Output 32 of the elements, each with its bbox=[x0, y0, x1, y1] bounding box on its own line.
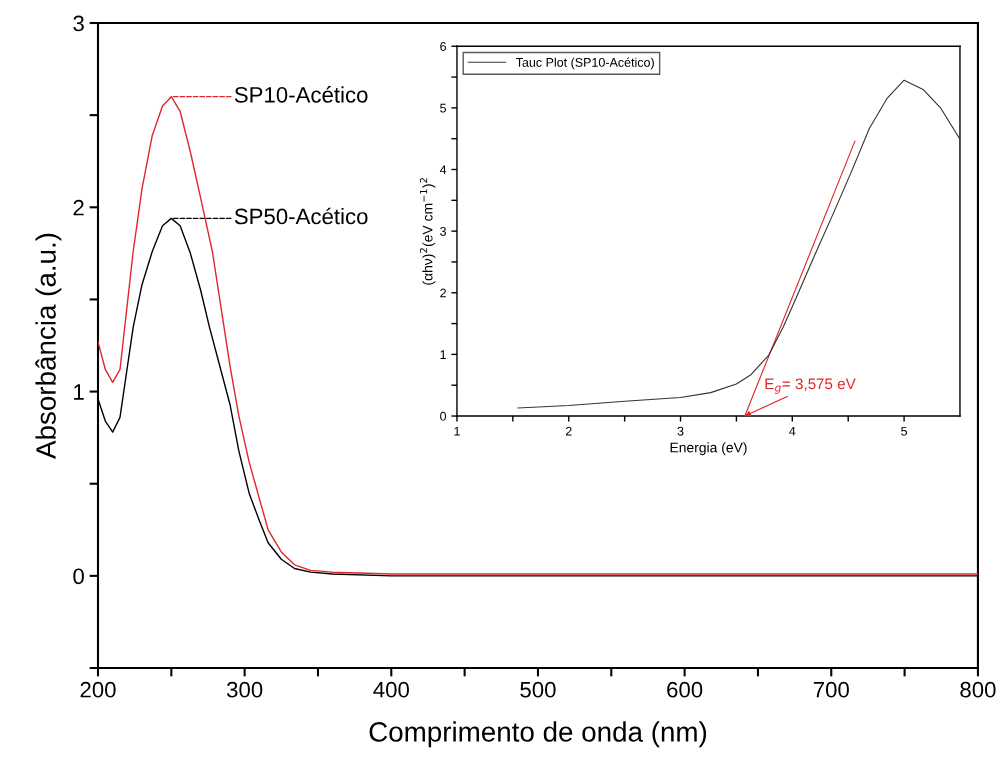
y-tick-label: 1 bbox=[74, 384, 84, 400]
x-tick-label: 200 bbox=[80, 681, 116, 698]
x-axis-title: Energia (eV) bbox=[670, 442, 747, 456]
x-tick-label: 3 bbox=[677, 426, 684, 436]
line-series bbox=[517, 79, 960, 409]
y-tick-label: 1 bbox=[440, 350, 446, 359]
x-axis-title: Comprimento de onda (nm) bbox=[369, 721, 707, 748]
y-tick-label: 0 bbox=[440, 411, 447, 421]
y-tick-label: 5 bbox=[440, 103, 447, 113]
y-tick-label: 2 bbox=[440, 288, 446, 298]
x-tick-label: 1 bbox=[454, 426, 460, 436]
annotation: E$_{g}$= 3,575 eV bbox=[765, 378, 856, 394]
y-tick-label: 3 bbox=[440, 226, 446, 236]
legend-label: SP50-Acético bbox=[234, 207, 368, 225]
y-tick-label: 4 bbox=[439, 165, 447, 175]
x-tick-label: 4 bbox=[789, 426, 796, 436]
x-tick-label: 5 bbox=[901, 426, 908, 436]
x-tick-label: 2 bbox=[565, 426, 572, 436]
legend-label: SP10-Acético bbox=[234, 86, 368, 103]
y-tick-label: 2 bbox=[73, 199, 84, 216]
x-tick-label: 700 bbox=[813, 681, 849, 698]
y-tick-label: 0 bbox=[73, 568, 84, 585]
x-tick-label: 400 bbox=[373, 681, 409, 698]
x-tick-label: 500 bbox=[520, 681, 556, 698]
y-tick-label: 6 bbox=[440, 42, 446, 51]
y-axis-title: (αhν)$^{2}$(eV cm$^{−1}$)$^{2}$ bbox=[419, 178, 436, 285]
x-tick-label: 300 bbox=[226, 681, 263, 698]
x-tick-label: 800 bbox=[960, 681, 996, 698]
legend-label: Tauc Plot (SP10-Acético) bbox=[516, 57, 654, 70]
y-axis-title: Absorbância (a.u.) bbox=[35, 233, 62, 459]
x-tick-label: 600 bbox=[667, 681, 703, 698]
y-tick-label: 3 bbox=[73, 15, 84, 32]
